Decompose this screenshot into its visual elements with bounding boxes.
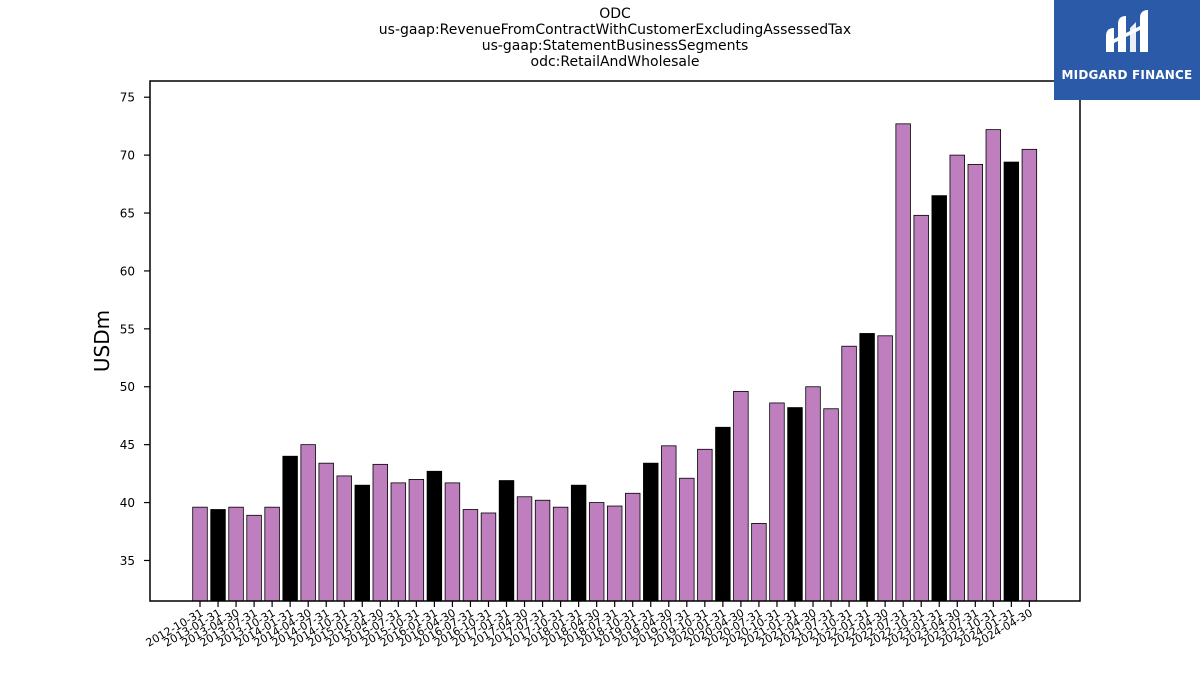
bar (895, 123, 911, 602)
bar (1021, 148, 1038, 602)
bar (697, 448, 713, 602)
logo-text: MIDGARD FINANCE (1061, 68, 1193, 82)
bar (661, 445, 677, 602)
bar (372, 463, 389, 602)
bar (318, 462, 334, 602)
chart-title-line: us-gaap:StatementBusinessSegments (481, 38, 749, 54)
bar (264, 506, 280, 602)
bar (300, 444, 316, 602)
y-tick-label: 45 (120, 438, 135, 452)
y-tick-label: 75 (120, 91, 135, 105)
bar (679, 477, 695, 602)
y-tick-label: 35 (120, 554, 135, 568)
bar (498, 480, 515, 602)
bar (985, 129, 1002, 602)
y-tick-label: 60 (120, 264, 135, 278)
bar (408, 478, 425, 602)
bar (805, 386, 821, 602)
bar (625, 492, 641, 602)
bar (841, 345, 857, 602)
bar (516, 496, 533, 602)
y-tick-label: 65 (120, 207, 135, 221)
bar (228, 506, 244, 602)
bar (480, 512, 497, 602)
chart-title: ODC us-gaap:RevenueFromContractWithCusto… (150, 6, 1080, 70)
bar (444, 482, 461, 602)
bar (606, 505, 623, 602)
bar (733, 390, 749, 602)
bar (787, 407, 803, 602)
bar (877, 335, 893, 602)
bar (931, 195, 947, 602)
bar (967, 163, 983, 602)
x-axis: 2012-10-312013-01-312013-04-302013-07-31… (144, 601, 1035, 650)
bar (426, 470, 443, 602)
bar (192, 506, 208, 602)
bars-group (192, 123, 1038, 602)
bar (246, 514, 262, 602)
bar (949, 154, 965, 602)
bar (354, 484, 370, 602)
bar (534, 499, 551, 602)
bar (552, 506, 569, 602)
y-tick-label: 40 (120, 496, 135, 510)
chart-title-line: ODC (599, 6, 631, 22)
bar (913, 214, 929, 602)
bar (1003, 161, 1020, 602)
bar (570, 484, 587, 602)
chart-title-line: odc:RetailAndWholesale (530, 54, 700, 70)
y-axis-label: USDm (90, 310, 114, 372)
bar (462, 509, 479, 602)
bar (643, 462, 659, 602)
bar (282, 455, 298, 602)
logo: MIDGARD FINANCE (1054, 0, 1200, 100)
y-axis: 35 40 45 50 55 60 65 70 75 (120, 91, 150, 568)
bar (715, 426, 731, 602)
chart-title-line: us-gaap:RevenueFromContractWithCustomerE… (378, 22, 852, 38)
y-tick-label: 55 (120, 322, 135, 336)
bar (210, 509, 226, 602)
bar (769, 402, 785, 602)
bar (336, 475, 352, 602)
y-tick-label: 70 (120, 149, 135, 163)
bar (823, 408, 839, 602)
bar (588, 502, 605, 602)
bar (390, 482, 407, 602)
bar (751, 523, 767, 602)
bar (859, 333, 875, 602)
y-tick-label: 50 (120, 380, 135, 394)
logo-mark-icon (1106, 10, 1148, 52)
